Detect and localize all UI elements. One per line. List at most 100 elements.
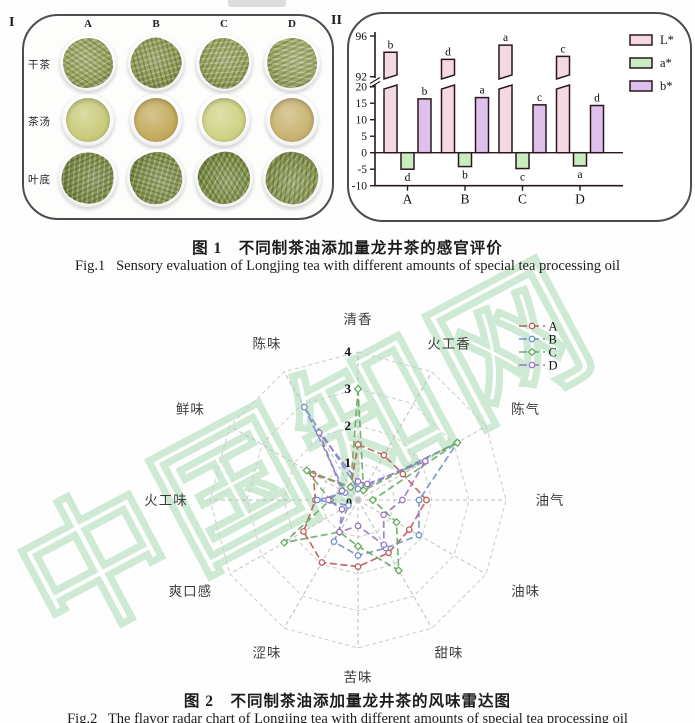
sig-letter: a [577,169,582,181]
grid-ring [209,351,507,649]
series-marker [528,335,536,343]
sig-letter: b [422,86,428,98]
y-tick-label: 92 [356,72,368,84]
sig-letter: d [445,46,451,58]
series-marker [353,541,363,551]
bar-L-upper [440,58,456,81]
radar-axis-label: 甜味 [435,646,464,661]
series-marker [380,511,387,519]
series-marker [300,528,307,535]
photo-dry-tea-C [188,27,260,99]
photo-dry-tea-B [123,30,189,96]
radar-axis-label: 爽口感 [169,583,213,599]
photo-infused-leaves-A [52,142,124,214]
photo-infused-leaves-C [193,147,255,209]
grid-spoke [357,499,433,629]
bar-b [474,96,490,154]
bar-a [515,151,530,170]
radar-axis-label: 苦味 [344,670,373,685]
radar-axis-label: 油味 [511,584,540,599]
series-marker [405,526,413,533]
legend-swatch [629,34,653,46]
photo-dry-tea-A [60,35,116,91]
bar-a [400,151,415,170]
y-tick-label: 20 [356,82,368,94]
series-marker [453,438,462,447]
sig-letter: c [560,43,565,55]
photo-tea-infusion-A [62,94,114,146]
bar-L-upper [555,55,571,81]
column-header-a: A [84,18,92,30]
series-marker [336,528,343,536]
legend-swatch [629,80,653,92]
series-marker [354,478,362,485]
series-marker [415,531,423,539]
series-marker [318,559,326,566]
series-marker [399,496,406,504]
series-A [302,443,428,568]
radial-tick-label: 3 [345,381,352,396]
bar-a [457,151,473,168]
sig-letter: c [537,92,542,104]
legend-label: C [549,346,557,360]
series-marker [315,429,323,437]
x-category-label: D [575,192,585,207]
legend-label: B [549,333,557,347]
x-category-label: C [518,192,527,207]
series-marker [345,502,352,509]
radar-axis-label: 清香 [344,312,373,327]
bar-L-lower [498,83,513,154]
grid-spoke [357,371,433,501]
figure1-caption-en: Fig.1 Sensory evaluation of Longjing tea… [75,258,620,274]
grid-spoke [229,499,359,575]
series-marker [325,496,332,504]
series-marker [380,541,388,549]
photo-tea-infusion-C [198,94,250,146]
y-tick-label: 96 [356,31,368,43]
bar-b [417,98,432,154]
series-marker [354,485,362,493]
tea-infusion-sample [270,98,314,142]
radar-axis-label: 鲜味 [176,402,205,417]
photo-dry-tea-D [259,30,325,96]
dry-tea-sample [63,38,113,88]
figure1-caption-zh: 图 1 不同制茶油添加量龙井茶的感官评价 [192,240,503,257]
series-marker [302,466,312,475]
y-tick-label: 0 [361,148,367,160]
row-label-infused-leaves: 叶底 [28,175,51,186]
legend-label: b* [660,79,673,93]
y-tick-label: -5 [357,164,367,176]
panel-1-tag: I [9,15,15,30]
radial-tick-label: 4 [345,344,352,359]
x-category-label: B [460,192,469,207]
tea-infusion-sample [202,98,246,142]
legend-label: L* [660,33,674,47]
bar-L-lower [383,83,398,154]
legend-swatch [629,57,653,69]
series-marker [354,522,362,530]
column-header-c: C [220,18,228,30]
sig-letter: a [479,85,484,97]
radar-axis-label: 火工香 [427,336,471,351]
sig-letter: b [388,39,394,51]
radial-center-label: 0 [346,495,352,509]
bar-L-upper [498,44,513,81]
bar-b [589,104,605,154]
radar-axis-label: 涩味 [253,646,282,661]
photo-tea-infusion-D [266,94,318,146]
series-marker [392,517,401,527]
series-marker [354,441,362,448]
radar-axis-label: 油气 [536,493,565,508]
radial-tick-label: 1 [345,455,352,470]
series-marker [399,470,407,478]
radar-axis-label: 陈气 [511,401,540,417]
series-marker [279,538,289,547]
series-marker [394,566,404,575]
photo-infused-leaves-D [261,147,323,209]
series-marker [380,451,388,459]
y-tick-label: -10 [352,181,368,193]
bar-a [572,151,588,167]
